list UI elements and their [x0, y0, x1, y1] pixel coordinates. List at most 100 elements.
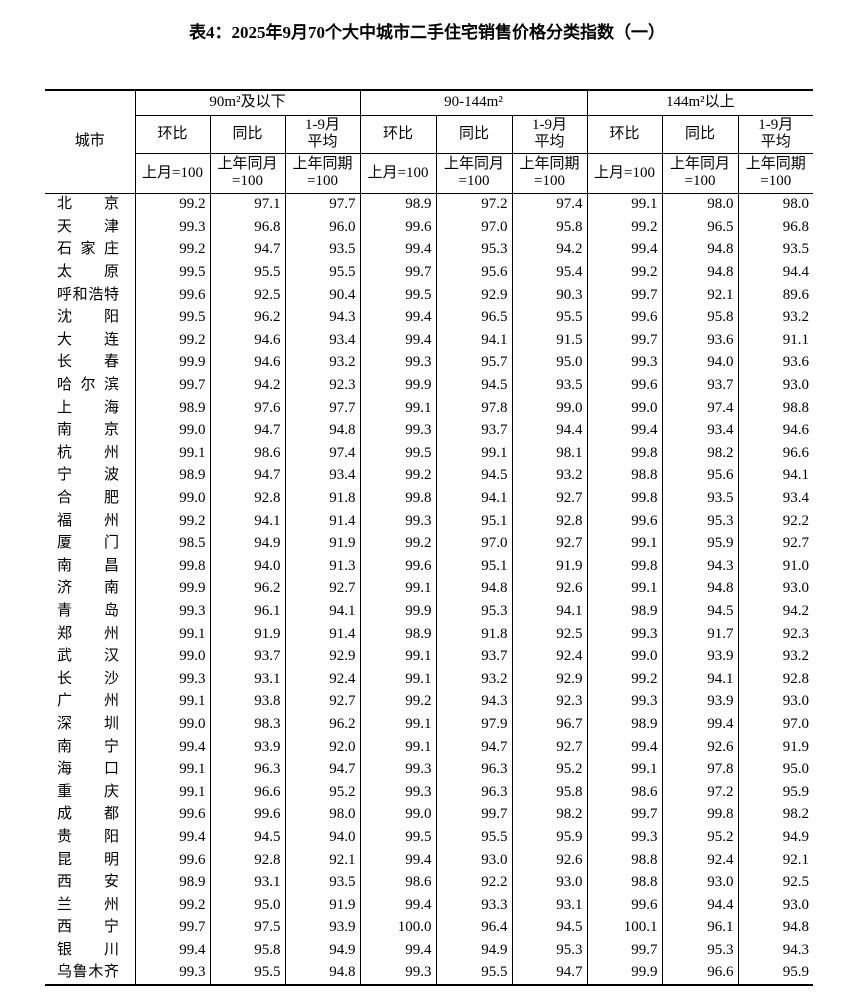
- value-cell: 99.4: [586, 735, 663, 759]
- value-cell: 99.1: [359, 713, 437, 736]
- price-index-table: 城市 90m²及以下 90-144m² 144m²以上 环比 同比 1-9月 平均 环比 同比 1-…: [45, 89, 814, 987]
- value-cell: 92.3: [511, 690, 588, 714]
- data-row: 兰州 99.2 95.0 91.9 99.4 93.3 93.1 99.6 94.4 93.0: [45, 893, 814, 917]
- value-cell: 99.6: [209, 803, 285, 827]
- value-cell: 99.1: [586, 193, 663, 217]
- value: 94.4: [707, 896, 734, 913]
- value-cell: 98.2: [511, 803, 588, 827]
- value: 92.0: [329, 738, 356, 755]
- value: 94.1: [556, 602, 583, 619]
- city-name: 哈尔滨: [57, 377, 119, 394]
- value-cell: 94.1: [284, 600, 361, 623]
- value-cell: 93.2: [284, 351, 361, 375]
- city-name: 乌鲁木齐: [57, 964, 119, 981]
- value-cell: 92.5: [737, 871, 814, 894]
- value-cell: 92.7: [284, 690, 361, 714]
- value: 96.1: [254, 602, 281, 619]
- value-cell: 96.5: [661, 216, 739, 239]
- value-cell: 92.1: [284, 848, 361, 872]
- city-cell: 昆明: [45, 849, 135, 872]
- value-cell: 100.0: [359, 916, 437, 940]
- value: 94.8: [707, 580, 734, 597]
- value-cell: 97.4: [661, 396, 739, 420]
- value: 92.5: [782, 874, 810, 891]
- value-cell: 99.4: [359, 939, 437, 962]
- city-cell: 大连: [45, 329, 135, 352]
- value-cell: 93.5: [661, 487, 739, 510]
- value-cell: 99.1: [359, 577, 437, 601]
- value-cell: 91.8: [284, 487, 361, 510]
- value: 99.1: [631, 196, 658, 213]
- data-row: 南京 99.0 94.7 94.8 99.3 93.7 94.4 99.4 93.4 94.6: [45, 419, 814, 443]
- value-cell: 94.9: [284, 939, 361, 962]
- value: 94.8: [329, 422, 356, 439]
- value-cell: 94.2: [209, 374, 285, 397]
- value: 97.6: [254, 399, 281, 416]
- value-cell: 99.0: [586, 396, 663, 420]
- value-cell: 95.5: [435, 961, 513, 987]
- header-line: 1-9月: [532, 117, 568, 133]
- value: 95.5: [329, 264, 356, 281]
- value-cell: 93.1: [209, 871, 285, 894]
- value: 92.6: [556, 580, 583, 597]
- value: 99.3: [405, 761, 432, 778]
- value: 92.8: [254, 851, 281, 868]
- value: 99.1: [405, 399, 432, 416]
- value-cell: 97.5: [209, 916, 285, 940]
- value: 93.7: [481, 422, 508, 439]
- value-cell: 94.7: [209, 238, 285, 262]
- data-row: 长春 99.9 94.6 93.2 99.3 95.7 95.0 99.3 94.0 93.6: [45, 351, 814, 375]
- value-cell: 99.2: [586, 216, 663, 239]
- value: 92.3: [556, 693, 583, 710]
- value: 96.3: [481, 783, 508, 800]
- value: 99.3: [405, 422, 432, 439]
- data-row: 济南 99.9 96.2 92.7 99.1 94.8 92.6 99.1 94.8 93.0: [45, 577, 814, 601]
- value-cell: 99.2: [359, 464, 437, 488]
- value: 97.4: [707, 399, 734, 416]
- value: 99.3: [179, 964, 206, 981]
- data-row: 广州 99.1 93.8 92.7 99.2 94.3 92.3 99.3 93.9 93.0: [45, 690, 814, 714]
- value: 97.0: [782, 715, 810, 732]
- data-row: 福州 99.2 94.1 91.4 99.3 95.1 92.8 99.6 95.3 92.2: [45, 509, 814, 533]
- data-row: 长沙 99.3 93.1 92.4 99.1 93.2 92.9 99.2 94.1 92.8: [45, 667, 814, 691]
- base-header: 上月=100: [586, 153, 663, 194]
- value: 95.3: [481, 241, 508, 258]
- value-cell: 96.6: [209, 780, 285, 804]
- value-cell: 99.3: [359, 351, 437, 375]
- value-cell: 99.3: [359, 758, 437, 781]
- value: 91.9: [329, 535, 356, 552]
- city-name: 大连: [57, 331, 119, 348]
- value: 98.2: [707, 444, 734, 461]
- value-cell: 98.8: [586, 464, 663, 488]
- header-line: 上年同月: [670, 156, 731, 172]
- value: 96.2: [329, 715, 356, 732]
- value: 93.7: [707, 377, 734, 394]
- city-name: 石家庄: [57, 241, 119, 258]
- value: 99.2: [631, 670, 658, 687]
- city-cell: 太原: [45, 261, 135, 284]
- value-cell: 95.3: [435, 600, 513, 623]
- value: 99.5: [405, 444, 432, 461]
- city-cell: 南昌: [45, 555, 135, 578]
- value: 98.9: [631, 602, 658, 619]
- value-cell: 94.1: [737, 464, 814, 488]
- value: 90.3: [556, 286, 583, 303]
- value: 91.9: [556, 557, 583, 574]
- value: 92.8: [254, 490, 281, 507]
- value: 96.6: [782, 444, 810, 461]
- value: 99.0: [179, 715, 206, 732]
- value-cell: 99.5: [359, 442, 437, 465]
- value: 91.4: [329, 512, 356, 529]
- value: 94.6: [254, 331, 281, 348]
- value: 99.2: [179, 241, 206, 258]
- value: 95.7: [481, 354, 508, 371]
- city-cell: 乌鲁木齐: [45, 961, 135, 987]
- value-cell: 93.7: [661, 374, 739, 397]
- city-cell: 济南: [45, 578, 135, 601]
- value-cell: 99.4: [586, 238, 663, 262]
- city-name: 上海: [57, 399, 119, 416]
- value: 99.5: [405, 828, 432, 845]
- value-cell: 98.9: [134, 464, 210, 488]
- value: 97.8: [707, 761, 734, 778]
- value: 93.0: [481, 851, 508, 868]
